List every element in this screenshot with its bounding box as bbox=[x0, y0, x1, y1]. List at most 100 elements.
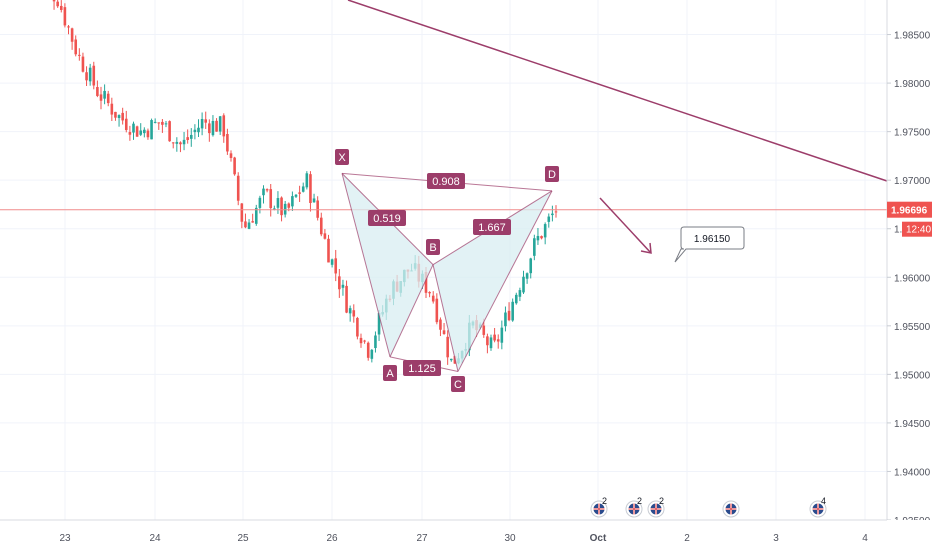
candle-body bbox=[157, 122, 161, 124]
event-flag-icon[interactable]: 2 bbox=[625, 496, 643, 518]
candle-body bbox=[366, 342, 370, 358]
candle-body bbox=[543, 224, 547, 238]
candle-body bbox=[356, 317, 359, 337]
y-tick-label: 1.97000 bbox=[894, 176, 931, 187]
candle-body bbox=[251, 221, 254, 223]
harmonic-pattern[interactable]: X A B C D 0.519 1.667 0.908 1.125 bbox=[335, 149, 559, 392]
event-flag-icon[interactable]: 2 bbox=[647, 496, 665, 518]
pattern-leg-ab[interactable] bbox=[389, 264, 434, 358]
price-axis[interactable] bbox=[887, 0, 932, 520]
y-tick-label: 1.95000 bbox=[894, 370, 931, 381]
pattern-point-d-bg bbox=[545, 166, 559, 182]
candle-body bbox=[208, 123, 211, 134]
candle-body bbox=[78, 54, 81, 56]
candle-body bbox=[431, 295, 435, 302]
candle-body bbox=[150, 120, 153, 140]
candle-body bbox=[244, 221, 247, 228]
candle-body bbox=[446, 336, 449, 358]
candle-body bbox=[226, 133, 229, 152]
pattern-ratio-bg bbox=[473, 219, 511, 235]
pattern-leg-xa[interactable] bbox=[341, 173, 391, 358]
candle-body bbox=[518, 290, 522, 297]
candle-body bbox=[298, 192, 301, 194]
candle-body bbox=[533, 238, 536, 256]
candle-body bbox=[309, 174, 312, 203]
candle-body bbox=[161, 121, 164, 125]
pattern-ratio: 1.667 bbox=[478, 222, 506, 234]
event-count-badge: 4 bbox=[821, 496, 826, 506]
pattern-point-d: D bbox=[548, 169, 556, 181]
candle-body bbox=[106, 93, 110, 104]
x-tick-label: 24 bbox=[149, 533, 161, 544]
x-tick-label: 4 bbox=[862, 533, 868, 544]
candle-body bbox=[496, 339, 500, 342]
candle-body bbox=[345, 285, 348, 313]
candle-body bbox=[85, 72, 88, 81]
candle-body bbox=[52, 0, 56, 2]
candle-body bbox=[294, 194, 298, 197]
candle-body bbox=[287, 203, 291, 208]
event-flag-icon[interactable]: 2 bbox=[590, 496, 608, 518]
candle-body bbox=[197, 127, 200, 133]
projection-arrow[interactable] bbox=[599, 197, 652, 254]
candle-body bbox=[117, 115, 121, 119]
pattern-ratio-bg bbox=[368, 210, 406, 226]
pattern-ratio: 1.125 bbox=[408, 363, 436, 375]
arrow-head bbox=[640, 242, 652, 254]
candle-body bbox=[280, 197, 283, 216]
time-axis[interactable] bbox=[0, 520, 932, 550]
candle-body bbox=[522, 276, 525, 293]
candle-body bbox=[319, 217, 323, 235]
candle-body bbox=[189, 134, 193, 139]
y-tick-label: 1.95500 bbox=[894, 322, 931, 333]
candle-body bbox=[139, 130, 143, 135]
candle-body bbox=[168, 121, 171, 142]
candle-body bbox=[114, 111, 117, 118]
candle-body bbox=[424, 271, 428, 293]
candle-body bbox=[525, 273, 529, 279]
candle-body bbox=[132, 123, 135, 133]
candle-body bbox=[121, 112, 124, 121]
candle-body bbox=[327, 238, 330, 263]
event-flag-icon[interactable]: 4 bbox=[809, 496, 827, 518]
candle-body bbox=[96, 87, 99, 96]
pattern-point-c-bg bbox=[451, 376, 465, 392]
candle-body bbox=[547, 216, 551, 222]
pattern-leg-bc[interactable] bbox=[432, 264, 459, 372]
candle-body bbox=[511, 301, 514, 321]
event-flag-icon[interactable] bbox=[722, 500, 740, 518]
x-tick-label: 23 bbox=[59, 533, 71, 544]
candle-body bbox=[374, 335, 377, 349]
candle-body bbox=[236, 175, 240, 201]
pattern-leg-cd[interactable] bbox=[457, 190, 553, 372]
candle-body bbox=[323, 233, 327, 239]
candle-body bbox=[554, 211, 558, 213]
candle-body bbox=[551, 213, 554, 216]
candle-body bbox=[359, 337, 363, 344]
candle-body bbox=[135, 126, 139, 137]
candle-body bbox=[262, 188, 265, 196]
candle-body bbox=[370, 349, 374, 359]
candle-body bbox=[193, 129, 197, 133]
candle-body bbox=[59, 5, 63, 10]
trendline[interactable] bbox=[347, 0, 888, 182]
candle-body bbox=[175, 141, 179, 144]
pattern-point-a-bg bbox=[383, 365, 397, 381]
pattern-bcd-fill bbox=[433, 190, 552, 372]
candle-body bbox=[63, 7, 67, 26]
price-callout[interactable]: 1.96150 bbox=[674, 226, 745, 263]
candle-body bbox=[291, 196, 294, 207]
economic-events[interactable]: 2 2 2 4 bbox=[590, 496, 827, 518]
candle-body bbox=[103, 90, 106, 99]
candle-body bbox=[254, 207, 258, 224]
candle-body bbox=[330, 259, 334, 265]
pattern-point-a: A bbox=[386, 368, 394, 380]
candle-body bbox=[449, 358, 453, 361]
candle-body bbox=[258, 197, 262, 208]
candle-body bbox=[363, 340, 366, 342]
callout-value: 1.96150 bbox=[694, 234, 731, 245]
candle-body bbox=[186, 137, 189, 141]
pattern-point-b-bg bbox=[426, 239, 440, 255]
